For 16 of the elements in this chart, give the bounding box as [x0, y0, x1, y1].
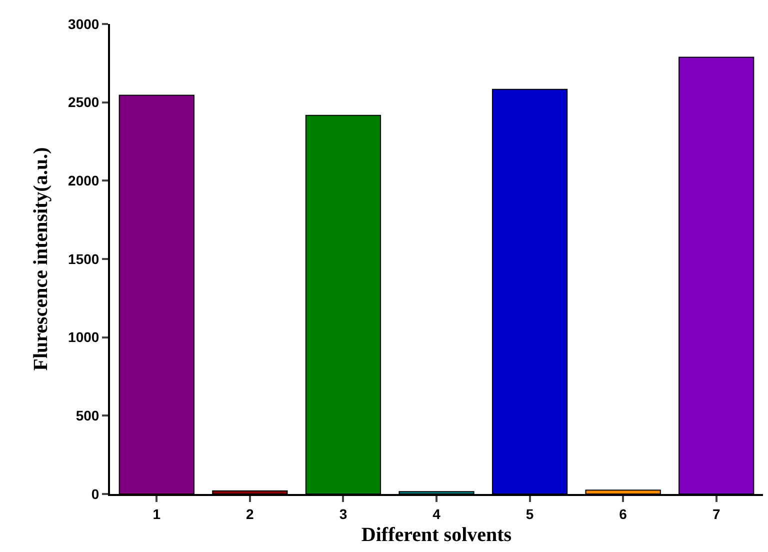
x-tick-label: 3	[339, 506, 348, 522]
x-tick-label: 6	[619, 506, 628, 522]
y-tick-label: 2500	[68, 94, 100, 110]
x-axis-title: Different solvents	[361, 524, 512, 546]
y-tick-label: 500	[76, 408, 100, 424]
y-tick-label: 0	[91, 486, 100, 502]
x-tick-label: 4	[432, 506, 441, 522]
x-tick-label: 5	[526, 506, 534, 522]
y-tick-label: 1000	[68, 329, 100, 346]
y-axis-title: Flurescence intensity(a.u.)	[30, 147, 52, 371]
x-tick-label: 7	[712, 506, 720, 522]
x-tick-label: 1	[152, 506, 161, 522]
y-tick-label: 1500	[68, 250, 100, 267]
y-tick-label: 2000	[68, 172, 100, 189]
y-tick-label: 3000	[68, 16, 100, 32]
x-tick-label: 2	[246, 506, 254, 522]
